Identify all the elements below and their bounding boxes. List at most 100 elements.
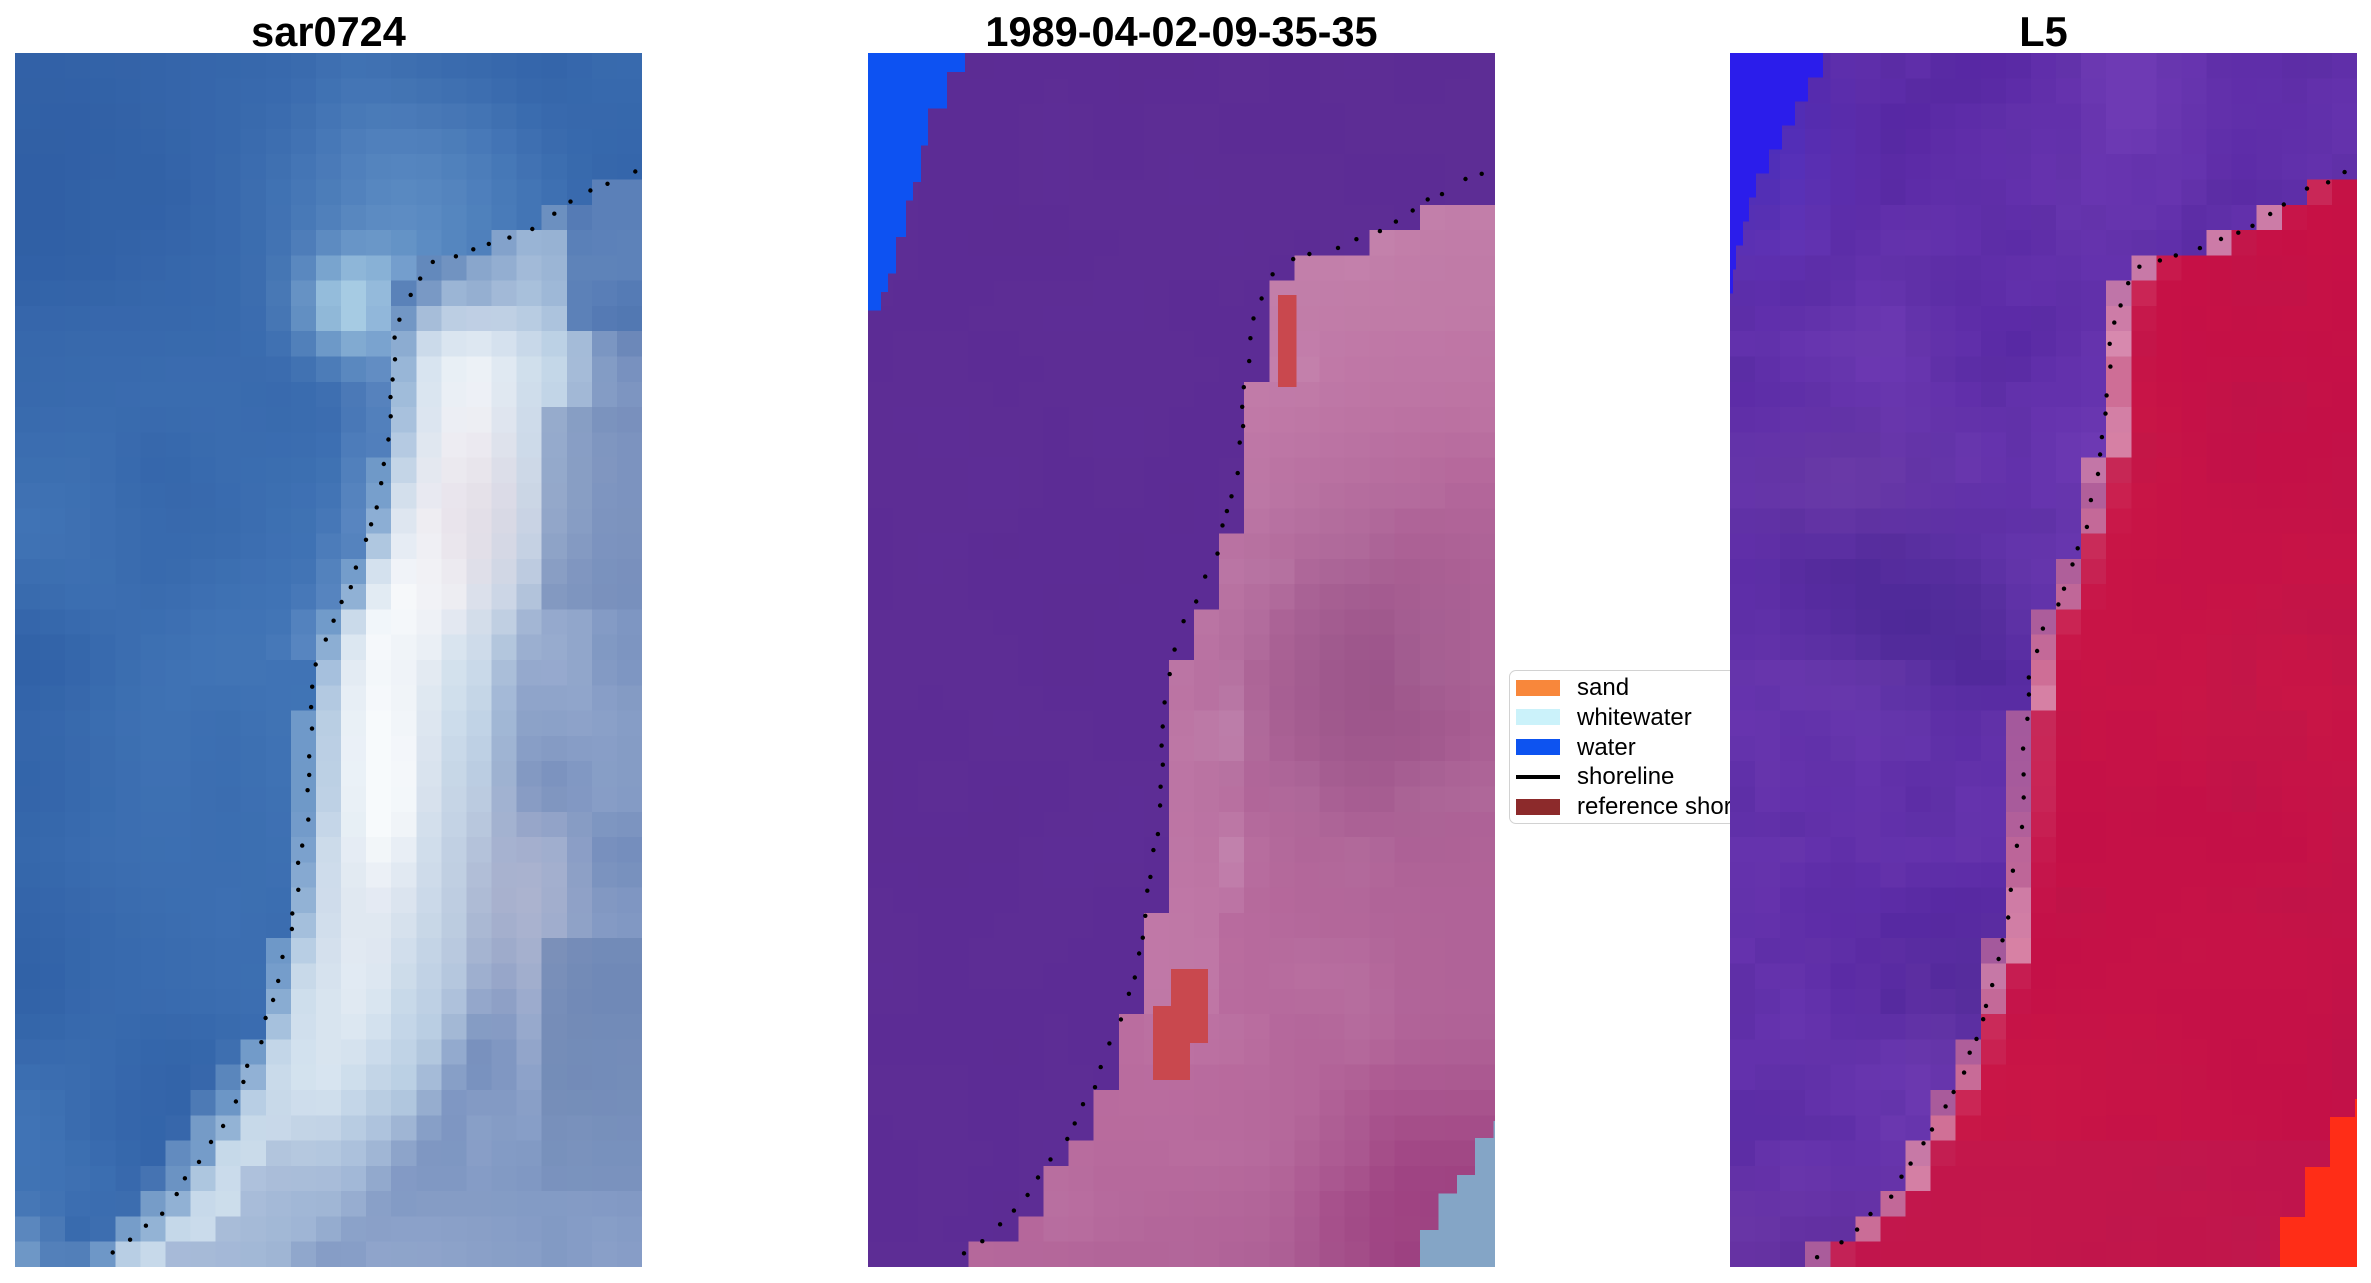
- image-pixel: [566, 558, 593, 585]
- image-pixel: [2056, 179, 2082, 206]
- image-pixel: [2181, 988, 2208, 1015]
- image-pixel: [1344, 1115, 1371, 1142]
- image-pixel: [1755, 356, 1781, 383]
- image-pixel: [265, 533, 292, 560]
- image-pixel: [2131, 280, 2157, 307]
- image-pixel: [591, 53, 618, 79]
- image-pixel: [1369, 988, 1396, 1015]
- image-pixel: [341, 837, 367, 863]
- image-pixel: [1930, 1115, 1957, 1142]
- image-pixel: [2206, 128, 2233, 155]
- image-pixel: [441, 179, 467, 206]
- image-pixel: [1444, 381, 1471, 408]
- image-pixel: [366, 128, 392, 155]
- image-pixel: [918, 1039, 944, 1066]
- image-pixel: [1319, 356, 1346, 383]
- image-pixel: [1369, 1039, 1396, 1066]
- overlay-red-patches: [1153, 1006, 1209, 1043]
- image-pixel: [1294, 432, 1320, 459]
- image-pixel: [868, 912, 894, 939]
- image-pixel: [1344, 1089, 1371, 1116]
- image-pixel: [1118, 988, 1145, 1015]
- image-pixel: [391, 1241, 417, 1267]
- image-pixel: [1219, 533, 1245, 560]
- image-pixel: [1980, 685, 2007, 712]
- image-pixel: [993, 912, 1019, 939]
- image-pixel: [1068, 837, 1095, 863]
- image-pixel: [968, 255, 994, 282]
- image-pixel: [315, 609, 342, 636]
- image-pixel: [90, 634, 116, 661]
- image-pixel: [968, 761, 994, 787]
- image-pixel: [1419, 128, 1446, 155]
- image-pixel: [1905, 584, 1932, 610]
- image-pixel: [1780, 533, 1806, 560]
- image-pixel: [2156, 53, 2182, 79]
- image-pixel: [240, 1241, 267, 1267]
- image-pixel: [290, 1191, 317, 1217]
- image-pixel: [1955, 685, 1982, 712]
- image-pixel: [2056, 128, 2082, 155]
- image-pixel: [868, 710, 894, 737]
- image-pixel: [1068, 1191, 1095, 1217]
- image-pixel: [115, 584, 141, 610]
- image-pixel: [1143, 1089, 1170, 1116]
- image-pixel: [2206, 1140, 2233, 1167]
- image-pixel: [190, 381, 217, 408]
- image-pixel: [240, 432, 267, 459]
- image-pixel: [2256, 1089, 2283, 1116]
- image-pixel: [2306, 609, 2333, 636]
- image-pixel: [968, 533, 994, 560]
- image-pixel: [893, 407, 919, 433]
- image-pixel: [993, 1140, 1019, 1167]
- image-pixel: [1269, 634, 1295, 661]
- image-pixel: [2231, 482, 2258, 509]
- image-pixel: [993, 179, 1019, 206]
- image-pixel: [541, 584, 568, 610]
- image-pixel: [140, 558, 166, 585]
- image-pixel: [616, 331, 642, 357]
- image-pixel: [65, 609, 91, 636]
- image-pixel: [943, 735, 969, 762]
- image-pixel: [1780, 1140, 1806, 1167]
- image-pixel: [868, 963, 894, 990]
- image-pixel: [65, 280, 91, 307]
- image-pixel: [2081, 204, 2107, 231]
- image-pixel: [1780, 230, 1806, 256]
- image-pixel: [366, 609, 392, 636]
- image-pixel: [391, 1115, 417, 1142]
- image-pixel: [2030, 381, 2057, 408]
- image-pixel: [65, 1064, 91, 1091]
- image-pixel: [516, 331, 543, 357]
- image-pixel: [2005, 179, 2032, 206]
- image-pixel: [466, 432, 493, 459]
- image-pixel: [541, 381, 568, 408]
- image-pixel: [1194, 154, 1220, 180]
- image-pixel: [1394, 1115, 1421, 1142]
- image-pixel: [165, 154, 192, 180]
- image-pixel: [1469, 1039, 1495, 1066]
- image-pixel: [1780, 558, 1806, 585]
- image-pixel: [1755, 255, 1781, 282]
- image-pixel: [616, 53, 642, 79]
- image-pixel: [2206, 230, 2233, 256]
- image-pixel: [215, 1165, 242, 1192]
- image-pixel: [65, 584, 91, 610]
- image-pixel: [2206, 887, 2233, 914]
- image-pixel: [2081, 280, 2107, 307]
- image-pixel: [2056, 53, 2082, 79]
- image-pixel: [566, 938, 593, 964]
- image-pixel: [15, 1165, 41, 1192]
- image-pixel: [1244, 533, 1270, 560]
- image-pixel: [1269, 735, 1295, 762]
- image-pixel: [993, 710, 1019, 737]
- image-pixel: [1294, 938, 1320, 964]
- image-pixel: [2106, 1191, 2132, 1217]
- image-pixel: [1394, 609, 1421, 636]
- image-pixel: [2206, 331, 2233, 357]
- overlay-water-region: [868, 273, 888, 293]
- image-pixel: [1880, 862, 1907, 889]
- image-pixel: [1018, 761, 1045, 787]
- image-pixel: [1068, 660, 1095, 686]
- image-pixel: [1194, 432, 1220, 459]
